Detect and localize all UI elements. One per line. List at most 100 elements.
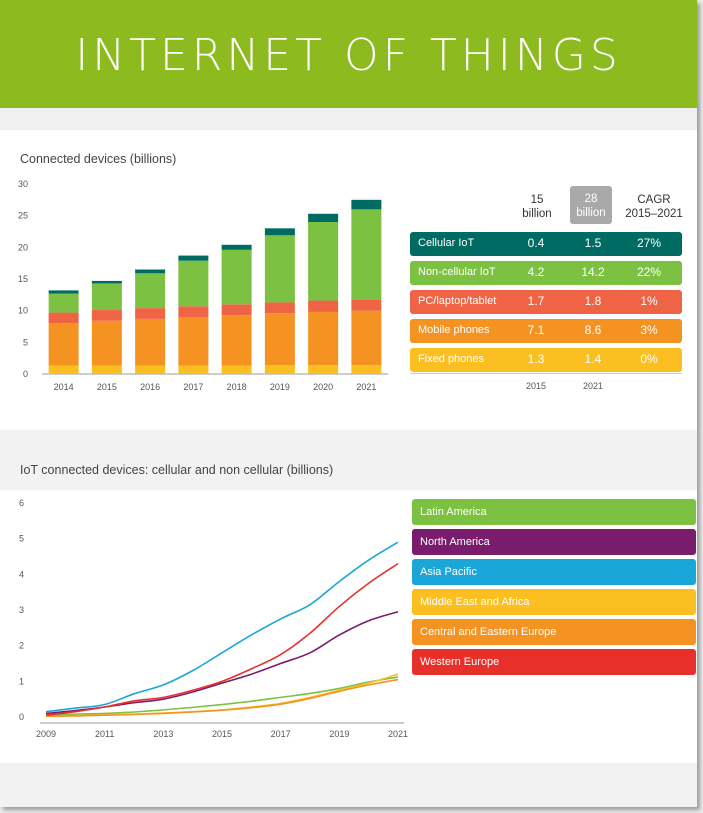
row-value-2021: 14.2 xyxy=(581,265,605,279)
row-cagr: 22% xyxy=(636,265,662,279)
bar-segment-cellular-iot xyxy=(308,213,339,222)
bar-x-tick-label: 2017 xyxy=(183,382,203,392)
table-row-pc-laptop-tablet: PC/laptop/tablet 1.7 1.8 1% xyxy=(410,290,682,314)
table-footer-rule xyxy=(410,373,682,374)
row-cagr: 1% xyxy=(640,294,658,308)
bar-segment-mobile-phones xyxy=(135,318,166,366)
row-value-2015: 0.4 xyxy=(527,236,545,250)
row-value-2015: 7.1 xyxy=(527,323,545,337)
row-value-2021: 1.4 xyxy=(584,352,602,366)
section-divider xyxy=(0,108,697,130)
row-cagr: 27% xyxy=(636,236,662,250)
bar-chart-title: Connected devices (billions) xyxy=(20,152,177,166)
line-x-tick-label: 2017 xyxy=(271,729,291,739)
bar-segment-pc-laptop-tablet xyxy=(135,308,166,319)
bar-y-tick-label: 20 xyxy=(18,242,28,252)
line-chart-title: IoT connected devices: cellular and non … xyxy=(20,463,334,477)
bar-segment-cellular-iot xyxy=(91,280,122,284)
bar-x-tick-label: 2016 xyxy=(140,382,160,392)
line-x-tick-label: 2013 xyxy=(153,729,173,739)
legend-item-middle-east-and-africa: Middle East and Africa xyxy=(412,589,696,615)
bar-segment-pc-laptop-tablet xyxy=(351,299,382,311)
bar-segment-fixed-phones xyxy=(135,365,166,374)
bar-segment-non-cellular-iot xyxy=(221,249,252,305)
header-2015-unit: billion xyxy=(522,208,552,220)
line-x-tick-label: 2011 xyxy=(95,729,114,739)
row-value-2015: 1.3 xyxy=(527,352,545,366)
bar-segment-mobile-phones xyxy=(264,313,295,366)
table-header-2015: 15 billion xyxy=(512,193,562,221)
footer-band xyxy=(0,763,697,807)
bar-segment-cellular-iot xyxy=(221,244,252,250)
header-cagr-range: 2015–2021 xyxy=(625,208,683,220)
bar-segment-mobile-phones xyxy=(351,310,382,366)
line-x-tick-label: 2019 xyxy=(329,729,349,739)
legend-label: Middle East and Africa xyxy=(420,596,530,608)
line-y-tick-label: 6 xyxy=(19,498,24,508)
bar-segment-pc-laptop-tablet xyxy=(308,300,339,312)
bar-segment-non-cellular-iot xyxy=(351,209,382,300)
legend-label: Latin America xyxy=(420,506,487,518)
table-row-mobile-phones: Mobile phones 7.1 8.6 3% xyxy=(410,319,682,343)
line-series-western-europe xyxy=(45,562,399,717)
line-y-tick-label: 4 xyxy=(19,569,24,579)
legend-item-north-america: North America xyxy=(412,529,696,555)
bar-segment-pc-laptop-tablet xyxy=(221,304,252,316)
bar-segment-mobile-phones xyxy=(308,311,339,366)
table-header-cagr: CAGR 2015–2021 xyxy=(618,193,690,221)
bar-y-tick-label: 10 xyxy=(18,306,28,316)
bar-segment-pc-laptop-tablet xyxy=(264,302,295,314)
legend-label: Central and Eastern Europe xyxy=(420,626,557,638)
line-y-tick-label: 3 xyxy=(19,605,24,615)
bar-segment-cellular-iot xyxy=(264,228,295,236)
legend-label: Asia Pacific xyxy=(420,566,477,578)
bar-segment-pc-laptop-tablet xyxy=(48,312,79,324)
line-series-latin-america xyxy=(45,676,399,717)
row-label: Mobile phones xyxy=(418,324,490,336)
line-y-tick-label: 2 xyxy=(19,641,24,651)
bar-y-tick-label: 25 xyxy=(18,211,28,221)
table-footer-2015: 2015 xyxy=(525,381,547,391)
row-value-2021: 1.8 xyxy=(584,294,602,308)
bar-segment-fixed-phones xyxy=(351,365,382,374)
bar-x-tick-label: 2019 xyxy=(270,382,290,392)
bar-x-tick-label: 2018 xyxy=(227,382,247,392)
bar-segment-fixed-phones xyxy=(178,365,209,374)
bar-y-tick-label: 0 xyxy=(23,369,28,379)
bar-y-tick-label: 30 xyxy=(18,179,28,189)
line-y-tick-label: 1 xyxy=(19,676,24,686)
section-divider-2 xyxy=(0,430,697,490)
page-title: INTERNET OF THINGS xyxy=(75,30,622,81)
bar-segment-fixed-phones xyxy=(264,365,295,374)
legend-item-central-and-eastern-europe: Central and Eastern Europe xyxy=(412,619,696,645)
legend-item-asia-pacific: Asia Pacific xyxy=(412,559,696,585)
line-x-tick-label: 2009 xyxy=(36,729,56,739)
bar-segment-fixed-phones xyxy=(308,365,339,374)
bar-segment-non-cellular-iot xyxy=(135,273,166,309)
bar-y-tick-label: 15 xyxy=(18,274,28,284)
row-value-2021: 8.6 xyxy=(584,323,602,337)
bar-segment-pc-laptop-tablet xyxy=(178,306,209,317)
row-value-2015: 4.2 xyxy=(527,265,545,279)
bar-segment-cellular-iot xyxy=(48,290,79,294)
line-x-tick-label: 2021 xyxy=(388,729,408,739)
table-footer-2021: 2021 xyxy=(582,381,604,391)
header-banner: INTERNET OF THINGS xyxy=(0,0,697,108)
table-row-cellular-iot: Cellular IoT 0.4 1.5 27% xyxy=(410,232,682,256)
bar-x-tick-label: 2015 xyxy=(97,382,117,392)
bar-x-tick-label: 2021 xyxy=(356,382,376,392)
bar-x-tick-label: 2020 xyxy=(313,382,333,392)
bar-segment-cellular-iot xyxy=(178,255,209,261)
line-y-tick-label: 5 xyxy=(19,534,24,544)
header-2015-value: 15 xyxy=(530,194,544,206)
bar-segment-mobile-phones xyxy=(178,317,209,366)
bar-segment-pc-laptop-tablet xyxy=(91,310,122,321)
bar-chart: 0 5 10 15 20 25 30 2014 2015 2016 2017 2018 2019 2020… xyxy=(18,179,388,392)
bar-segment-mobile-phones xyxy=(91,320,122,366)
row-label: Non-cellular IoT xyxy=(418,266,496,278)
bar-segment-non-cellular-iot xyxy=(91,283,122,311)
row-cagr: 0% xyxy=(640,352,658,366)
bar-segment-fixed-phones xyxy=(48,365,79,374)
bar-segment-fixed-phones xyxy=(91,365,122,374)
